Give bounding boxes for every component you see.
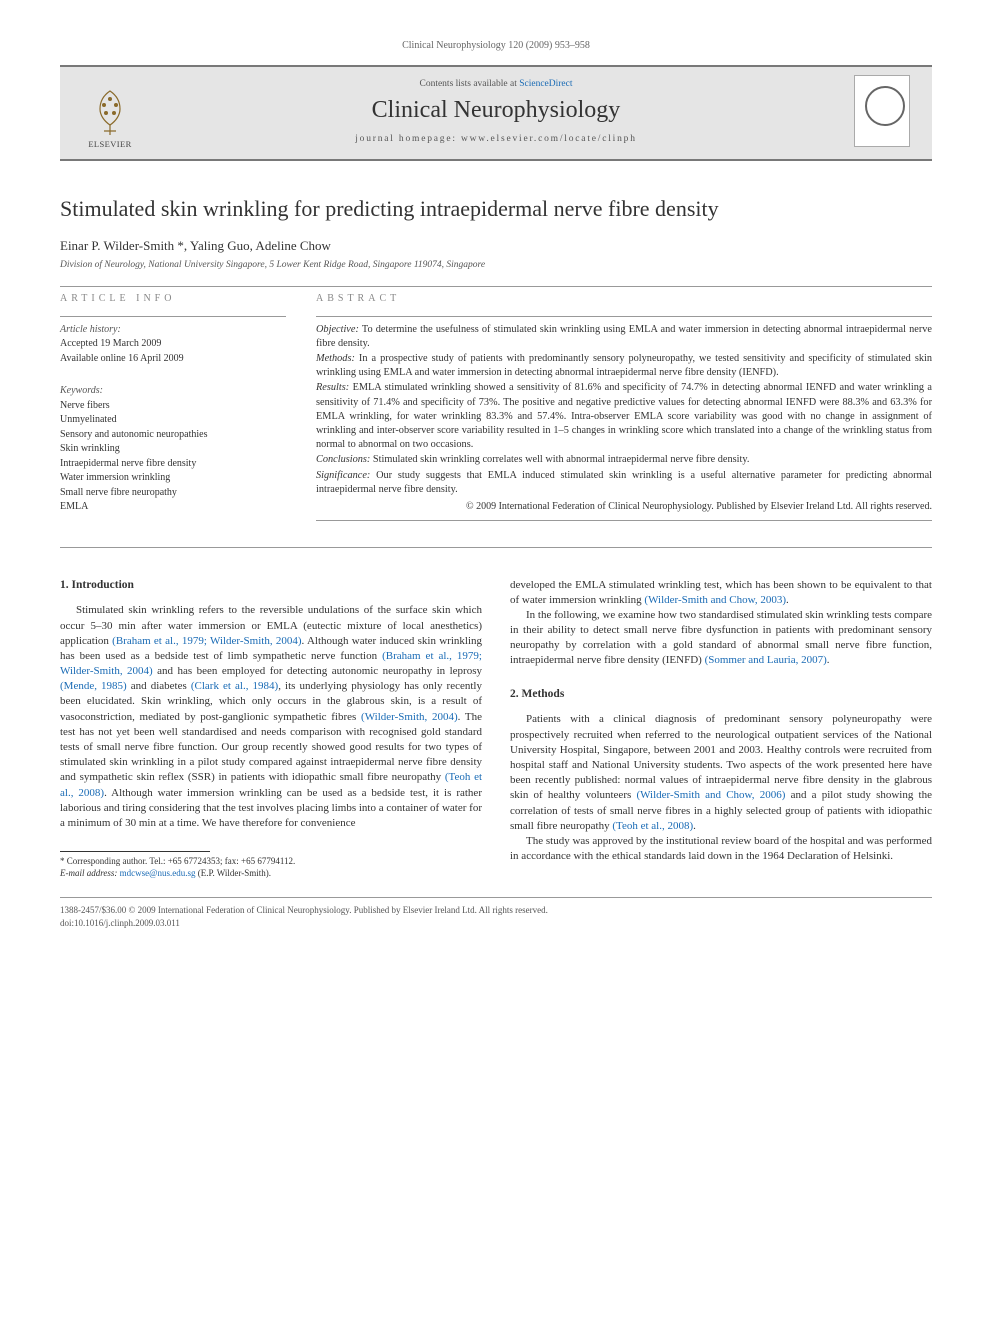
publisher-logo-block: ELSEVIER bbox=[74, 73, 146, 149]
abstract-label: ABSTRACT bbox=[316, 293, 932, 304]
intro-heading: 1. Introduction bbox=[60, 578, 482, 594]
footer-doi: doi:10.1016/j.clinph.2009.03.011 bbox=[60, 917, 932, 929]
meta-abstract-row: ARTICLE INFO Article history: Accepted 1… bbox=[60, 293, 932, 533]
body-divider bbox=[60, 547, 932, 548]
abstract-copyright: © 2009 International Federation of Clini… bbox=[316, 500, 932, 514]
journal-title: Clinical Neurophysiology bbox=[146, 97, 846, 124]
methods-label: Methods: bbox=[316, 353, 355, 364]
body-columns: 1. Introduction Stimulated skin wrinklin… bbox=[60, 578, 932, 880]
abstract-text: Objective: To determine the usefulness o… bbox=[316, 323, 932, 514]
info-divider bbox=[60, 316, 286, 317]
abstract-divider bbox=[316, 316, 932, 317]
keyword-item: Intraepidermal nerve fibre density bbox=[60, 457, 286, 472]
citation-link[interactable]: (Wilder-Smith, 2004) bbox=[361, 711, 458, 723]
journal-homepage[interactable]: journal homepage: www.elsevier.com/locat… bbox=[146, 134, 846, 144]
citation-link[interactable]: (Wilder-Smith and Chow, 2006) bbox=[636, 789, 785, 801]
page: Clinical Neurophysiology 120 (2009) 953–… bbox=[0, 0, 992, 959]
methods-paragraph-2: The study was approved by the institutio… bbox=[510, 834, 932, 864]
citation-link[interactable]: (Wilder-Smith and Chow, 2003) bbox=[644, 594, 786, 606]
methods-heading: 2. Methods bbox=[510, 687, 932, 703]
online-date: Available online 16 April 2009 bbox=[60, 352, 286, 367]
results-label: Results: bbox=[316, 382, 349, 393]
accepted-date: Accepted 19 March 2009 bbox=[60, 337, 286, 352]
citation-link[interactable]: (Braham et al., 1979; Wilder-Smith, 2004… bbox=[112, 635, 301, 647]
conclusions-text: Stimulated skin wrinkling correlates wel… bbox=[370, 454, 749, 465]
article-info-label: ARTICLE INFO bbox=[60, 293, 286, 304]
article-history: Article history: Accepted 19 March 2009 … bbox=[60, 323, 286, 367]
footnote-line-1: * Corresponding author. Tel.: +65 677243… bbox=[60, 856, 482, 868]
keywords-heading: Keywords: bbox=[60, 384, 286, 399]
keyword-item: Sensory and autonomic neuropathies bbox=[60, 428, 286, 443]
citation-link[interactable]: (Teoh et al., 2008) bbox=[612, 820, 693, 832]
article-info-column: ARTICLE INFO Article history: Accepted 1… bbox=[60, 293, 286, 533]
intro-paragraph-2: developed the EMLA stimulated wrinkling … bbox=[510, 578, 932, 608]
footnote-separator bbox=[60, 851, 210, 852]
elsevier-tree-icon bbox=[84, 85, 136, 137]
citation-link[interactable]: (Clark et al., 1984) bbox=[191, 680, 278, 692]
abstract-bottom-divider bbox=[316, 520, 932, 521]
email-link[interactable]: mdcwse@nus.edu.sg bbox=[117, 868, 197, 878]
methods-paragraph-1: Patients with a clinical diagnosis of pr… bbox=[510, 712, 932, 833]
keyword-item: EMLA bbox=[60, 500, 286, 515]
page-footer: 1388-2457/$36.00 © 2009 International Fe… bbox=[60, 897, 932, 928]
citation-link[interactable]: (Sommer and Lauria, 2007) bbox=[705, 654, 827, 666]
divider bbox=[60, 286, 932, 287]
keyword-item: Nerve fibers bbox=[60, 399, 286, 414]
results-text: EMLA stimulated wrinkling showed a sensi… bbox=[316, 382, 932, 450]
footer-copyright: 1388-2457/$36.00 © 2009 International Fe… bbox=[60, 904, 932, 916]
keyword-item: Unmyelinated bbox=[60, 413, 286, 428]
sciencedirect-link[interactable]: ScienceDirect bbox=[519, 79, 572, 89]
keyword-item: Water immersion wrinkling bbox=[60, 471, 286, 486]
affiliation: Division of Neurology, National Universi… bbox=[60, 260, 932, 270]
contents-available-line: Contents lists available at ScienceDirec… bbox=[146, 79, 846, 89]
banner-center: Contents lists available at ScienceDirec… bbox=[146, 73, 846, 149]
intro-paragraph-3: In the following, we examine how two sta… bbox=[510, 608, 932, 669]
journal-cover-thumb bbox=[846, 75, 918, 147]
keyword-item: Small nerve fibre neuropathy bbox=[60, 486, 286, 501]
keywords-block: Keywords: Nerve fibers Unmyelinated Sens… bbox=[60, 384, 286, 515]
left-column: 1. Introduction Stimulated skin wrinklin… bbox=[60, 578, 482, 880]
journal-banner: ELSEVIER Contents lists available at Sci… bbox=[60, 65, 932, 161]
significance-text: Our study suggests that EMLA induced sti… bbox=[316, 470, 932, 495]
objective-label: Objective: bbox=[316, 324, 359, 335]
article-title: Stimulated skin wrinkling for predicting… bbox=[60, 195, 932, 224]
footnote-line-2: E-mail address: mdcwse@nus.edu.sg (E.P. … bbox=[60, 868, 482, 880]
conclusions-label: Conclusions: bbox=[316, 454, 370, 465]
author-list: Einar P. Wilder-Smith *, Yaling Guo, Ade… bbox=[60, 238, 932, 254]
cover-image-icon bbox=[854, 75, 910, 147]
right-column: developed the EMLA stimulated wrinkling … bbox=[510, 578, 932, 880]
elsevier-label: ELSEVIER bbox=[88, 139, 131, 149]
contents-prefix: Contents lists available at bbox=[419, 79, 519, 89]
corresponding-author-footnote: * Corresponding author. Tel.: +65 677243… bbox=[60, 856, 482, 879]
history-heading: Article history: bbox=[60, 323, 286, 338]
header-citation: Clinical Neurophysiology 120 (2009) 953–… bbox=[60, 40, 932, 51]
methods-text: In a prospective study of patients with … bbox=[316, 353, 932, 378]
significance-label: Significance: bbox=[316, 470, 370, 481]
abstract-column: ABSTRACT Objective: To determine the use… bbox=[316, 293, 932, 533]
objective-text: To determine the usefulness of stimulate… bbox=[316, 324, 932, 349]
intro-paragraph-1: Stimulated skin wrinkling refers to the … bbox=[60, 603, 482, 831]
citation-link[interactable]: (Mende, 1985) bbox=[60, 680, 127, 692]
keyword-item: Skin wrinkling bbox=[60, 442, 286, 457]
